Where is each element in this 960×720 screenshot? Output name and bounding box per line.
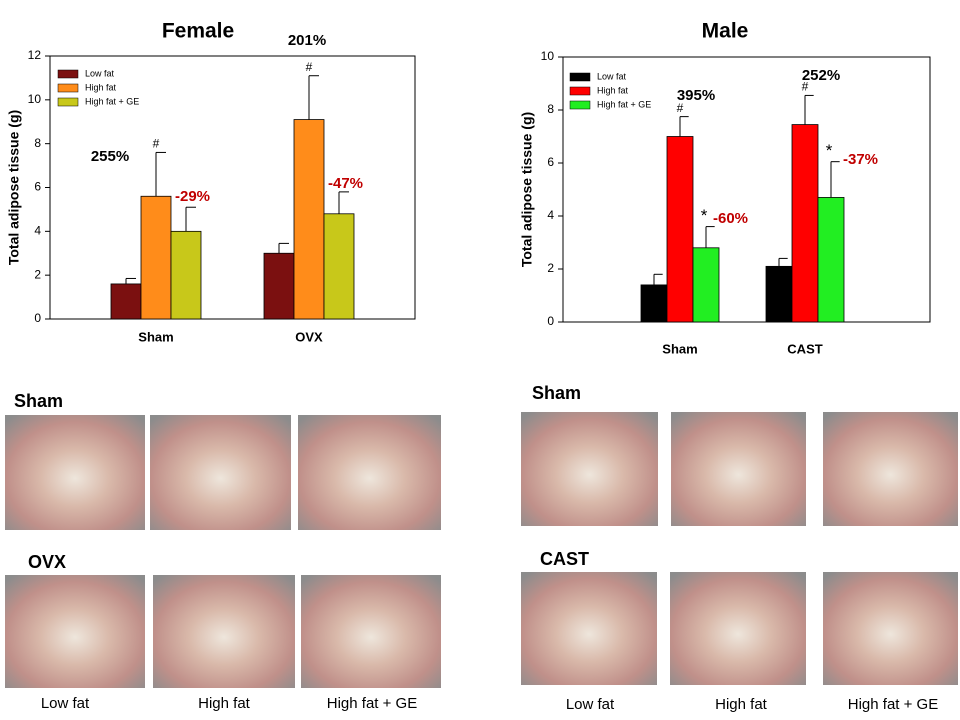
change-label: 255%	[91, 148, 129, 165]
significance-mark: *	[701, 206, 708, 225]
bar	[323, 213, 355, 320]
y-tick-label: 10	[28, 92, 42, 106]
row-label: OVX	[28, 552, 66, 572]
x-tick-label: CAST	[787, 341, 822, 356]
bar	[666, 136, 694, 323]
column-label: High fat + GE	[848, 696, 938, 713]
x-tick-label: Sham	[138, 329, 173, 344]
change-label: -37%	[843, 151, 878, 168]
bar	[263, 252, 295, 320]
x-tick-label: Sham	[662, 341, 697, 356]
significance-mark: #	[802, 80, 809, 94]
bar	[140, 195, 172, 320]
photo	[298, 415, 441, 530]
y-tick-label: 0	[34, 311, 41, 325]
plot-frame	[562, 56, 931, 323]
y-tick-label: 4	[34, 224, 41, 238]
legend-label: High fat	[85, 82, 117, 92]
change-label: -47%	[328, 175, 363, 192]
legend-label: Low fat	[597, 71, 627, 81]
y-tick-label: 6	[547, 155, 554, 169]
y-tick-label: 8	[34, 136, 41, 150]
legend-swatch	[569, 72, 591, 82]
x-tick-label: OVX	[295, 329, 323, 344]
photo	[823, 572, 958, 685]
legend-swatch	[569, 100, 591, 110]
y-tick-label: 2	[34, 267, 41, 281]
bar	[640, 284, 668, 323]
y-tick-label: 2	[547, 261, 554, 275]
photo	[301, 575, 441, 688]
change-label: -29%	[175, 188, 210, 205]
significance-mark: #	[306, 60, 313, 74]
legend-label: High fat + GE	[85, 96, 139, 106]
chart-title: Male	[702, 20, 749, 43]
photos	[5, 412, 958, 688]
significance-mark: #	[153, 137, 160, 151]
bar	[110, 283, 142, 320]
legend-swatch	[57, 83, 79, 93]
photo	[671, 412, 806, 526]
y-tick-label: 4	[547, 208, 554, 222]
legend-label: Low fat	[85, 68, 115, 78]
bar	[791, 124, 819, 323]
row-label: Sham	[532, 383, 581, 403]
bar	[293, 119, 325, 320]
y-tick-label: 8	[547, 102, 554, 116]
column-label: Low fat	[41, 695, 90, 712]
change-label: 252%	[802, 67, 840, 84]
y-tick-label: 12	[28, 48, 42, 62]
y-tick-label: 10	[541, 49, 555, 63]
photo	[150, 415, 291, 530]
photo	[5, 575, 145, 688]
y-axis-label: Total adipose tissue (g)	[519, 112, 535, 267]
row-label: Sham	[14, 391, 63, 411]
column-label: High fat	[198, 695, 251, 712]
photo	[5, 415, 145, 530]
chart-title: Female	[162, 20, 234, 43]
significance-mark: *	[826, 141, 833, 160]
legend-swatch	[569, 86, 591, 96]
legend-label: High fat	[597, 85, 629, 95]
photo	[670, 572, 806, 685]
legend-swatch	[57, 97, 79, 107]
photo	[521, 412, 658, 526]
bar	[817, 197, 845, 323]
photo	[153, 575, 295, 688]
column-label: High fat + GE	[327, 695, 417, 712]
column-label: Low fat	[566, 696, 615, 713]
photo	[823, 412, 958, 526]
row-label: CAST	[540, 549, 589, 569]
y-axis-label: Total adipose tissue (g)	[6, 110, 22, 265]
photo	[521, 572, 657, 685]
bar	[170, 230, 202, 320]
significance-mark: #	[677, 101, 684, 115]
bar	[765, 265, 793, 323]
change-label: -60%	[713, 210, 748, 227]
y-tick-label: 6	[34, 180, 41, 194]
y-tick-label: 0	[547, 314, 554, 328]
bar	[692, 247, 720, 323]
change-label: 201%	[288, 32, 326, 49]
legend-swatch	[57, 69, 79, 79]
column-label: High fat	[715, 696, 768, 713]
legend-label: High fat + GE	[597, 99, 651, 109]
change-label: 395%	[677, 87, 715, 104]
